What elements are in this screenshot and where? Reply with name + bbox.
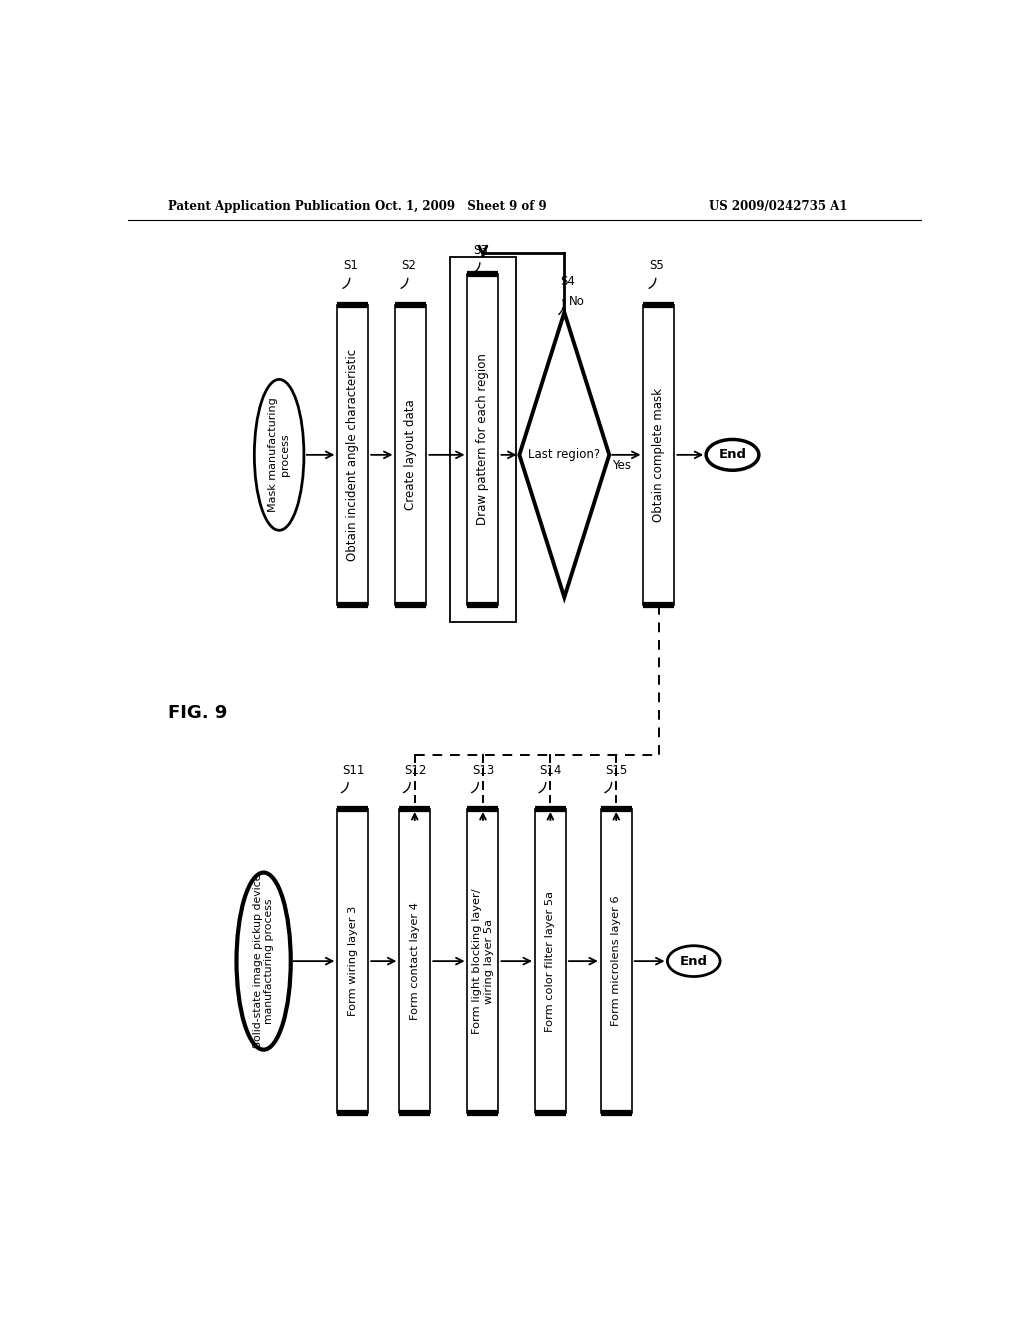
Text: FIG. 9: FIG. 9 <box>168 704 227 722</box>
Text: End: End <box>680 954 708 968</box>
Text: S3: S3 <box>474 244 488 257</box>
Bar <box>467 809 499 1113</box>
Bar <box>337 809 369 1113</box>
Text: Form contact layer 4: Form contact layer 4 <box>410 902 420 1020</box>
Text: S5: S5 <box>649 259 665 272</box>
Text: Solid-state image pickup device
manufacturing process: Solid-state image pickup device manufact… <box>253 874 274 1048</box>
Text: S1: S1 <box>343 259 358 272</box>
Text: Create layout data: Create layout data <box>404 400 418 511</box>
Text: S4: S4 <box>560 275 575 288</box>
Bar <box>399 809 430 1113</box>
Text: Form light blocking layer/
wiring layer 5a: Form light blocking layer/ wiring layer … <box>472 888 494 1034</box>
Bar <box>395 305 426 605</box>
Text: S11: S11 <box>342 764 365 776</box>
Bar <box>535 809 566 1113</box>
Text: S12: S12 <box>403 764 426 776</box>
Text: Yes: Yes <box>612 459 632 473</box>
Ellipse shape <box>668 945 720 977</box>
Text: Last region?: Last region? <box>528 449 600 462</box>
Text: Draw pattern for each region: Draw pattern for each region <box>476 354 489 525</box>
Text: S13: S13 <box>472 764 495 776</box>
Text: S2: S2 <box>401 259 417 272</box>
Ellipse shape <box>707 440 759 470</box>
Bar <box>451 257 515 622</box>
Text: End: End <box>719 449 746 462</box>
Text: Mask manufacturing
process: Mask manufacturing process <box>268 397 290 512</box>
Text: Obtain incident angle characteristic: Obtain incident angle characteristic <box>346 348 359 561</box>
Text: No: No <box>569 296 585 308</box>
Text: US 2009/0242735 A1: US 2009/0242735 A1 <box>710 199 848 213</box>
Text: Obtain complete mask: Obtain complete mask <box>652 388 666 521</box>
Ellipse shape <box>254 379 304 531</box>
Text: Form color filter layer 5a: Form color filter layer 5a <box>546 891 555 1032</box>
Bar <box>601 809 632 1113</box>
Bar <box>467 275 499 605</box>
Text: S14: S14 <box>540 764 562 776</box>
Text: Oct. 1, 2009   Sheet 9 of 9: Oct. 1, 2009 Sheet 9 of 9 <box>376 199 547 213</box>
Text: Form microlens layer 6: Form microlens layer 6 <box>611 896 622 1027</box>
Bar <box>337 305 369 605</box>
Text: S15: S15 <box>605 764 628 776</box>
Bar <box>643 305 675 605</box>
Ellipse shape <box>237 873 291 1049</box>
Text: Patent Application Publication: Patent Application Publication <box>168 199 371 213</box>
Text: Form wiring layer 3: Form wiring layer 3 <box>348 906 357 1016</box>
